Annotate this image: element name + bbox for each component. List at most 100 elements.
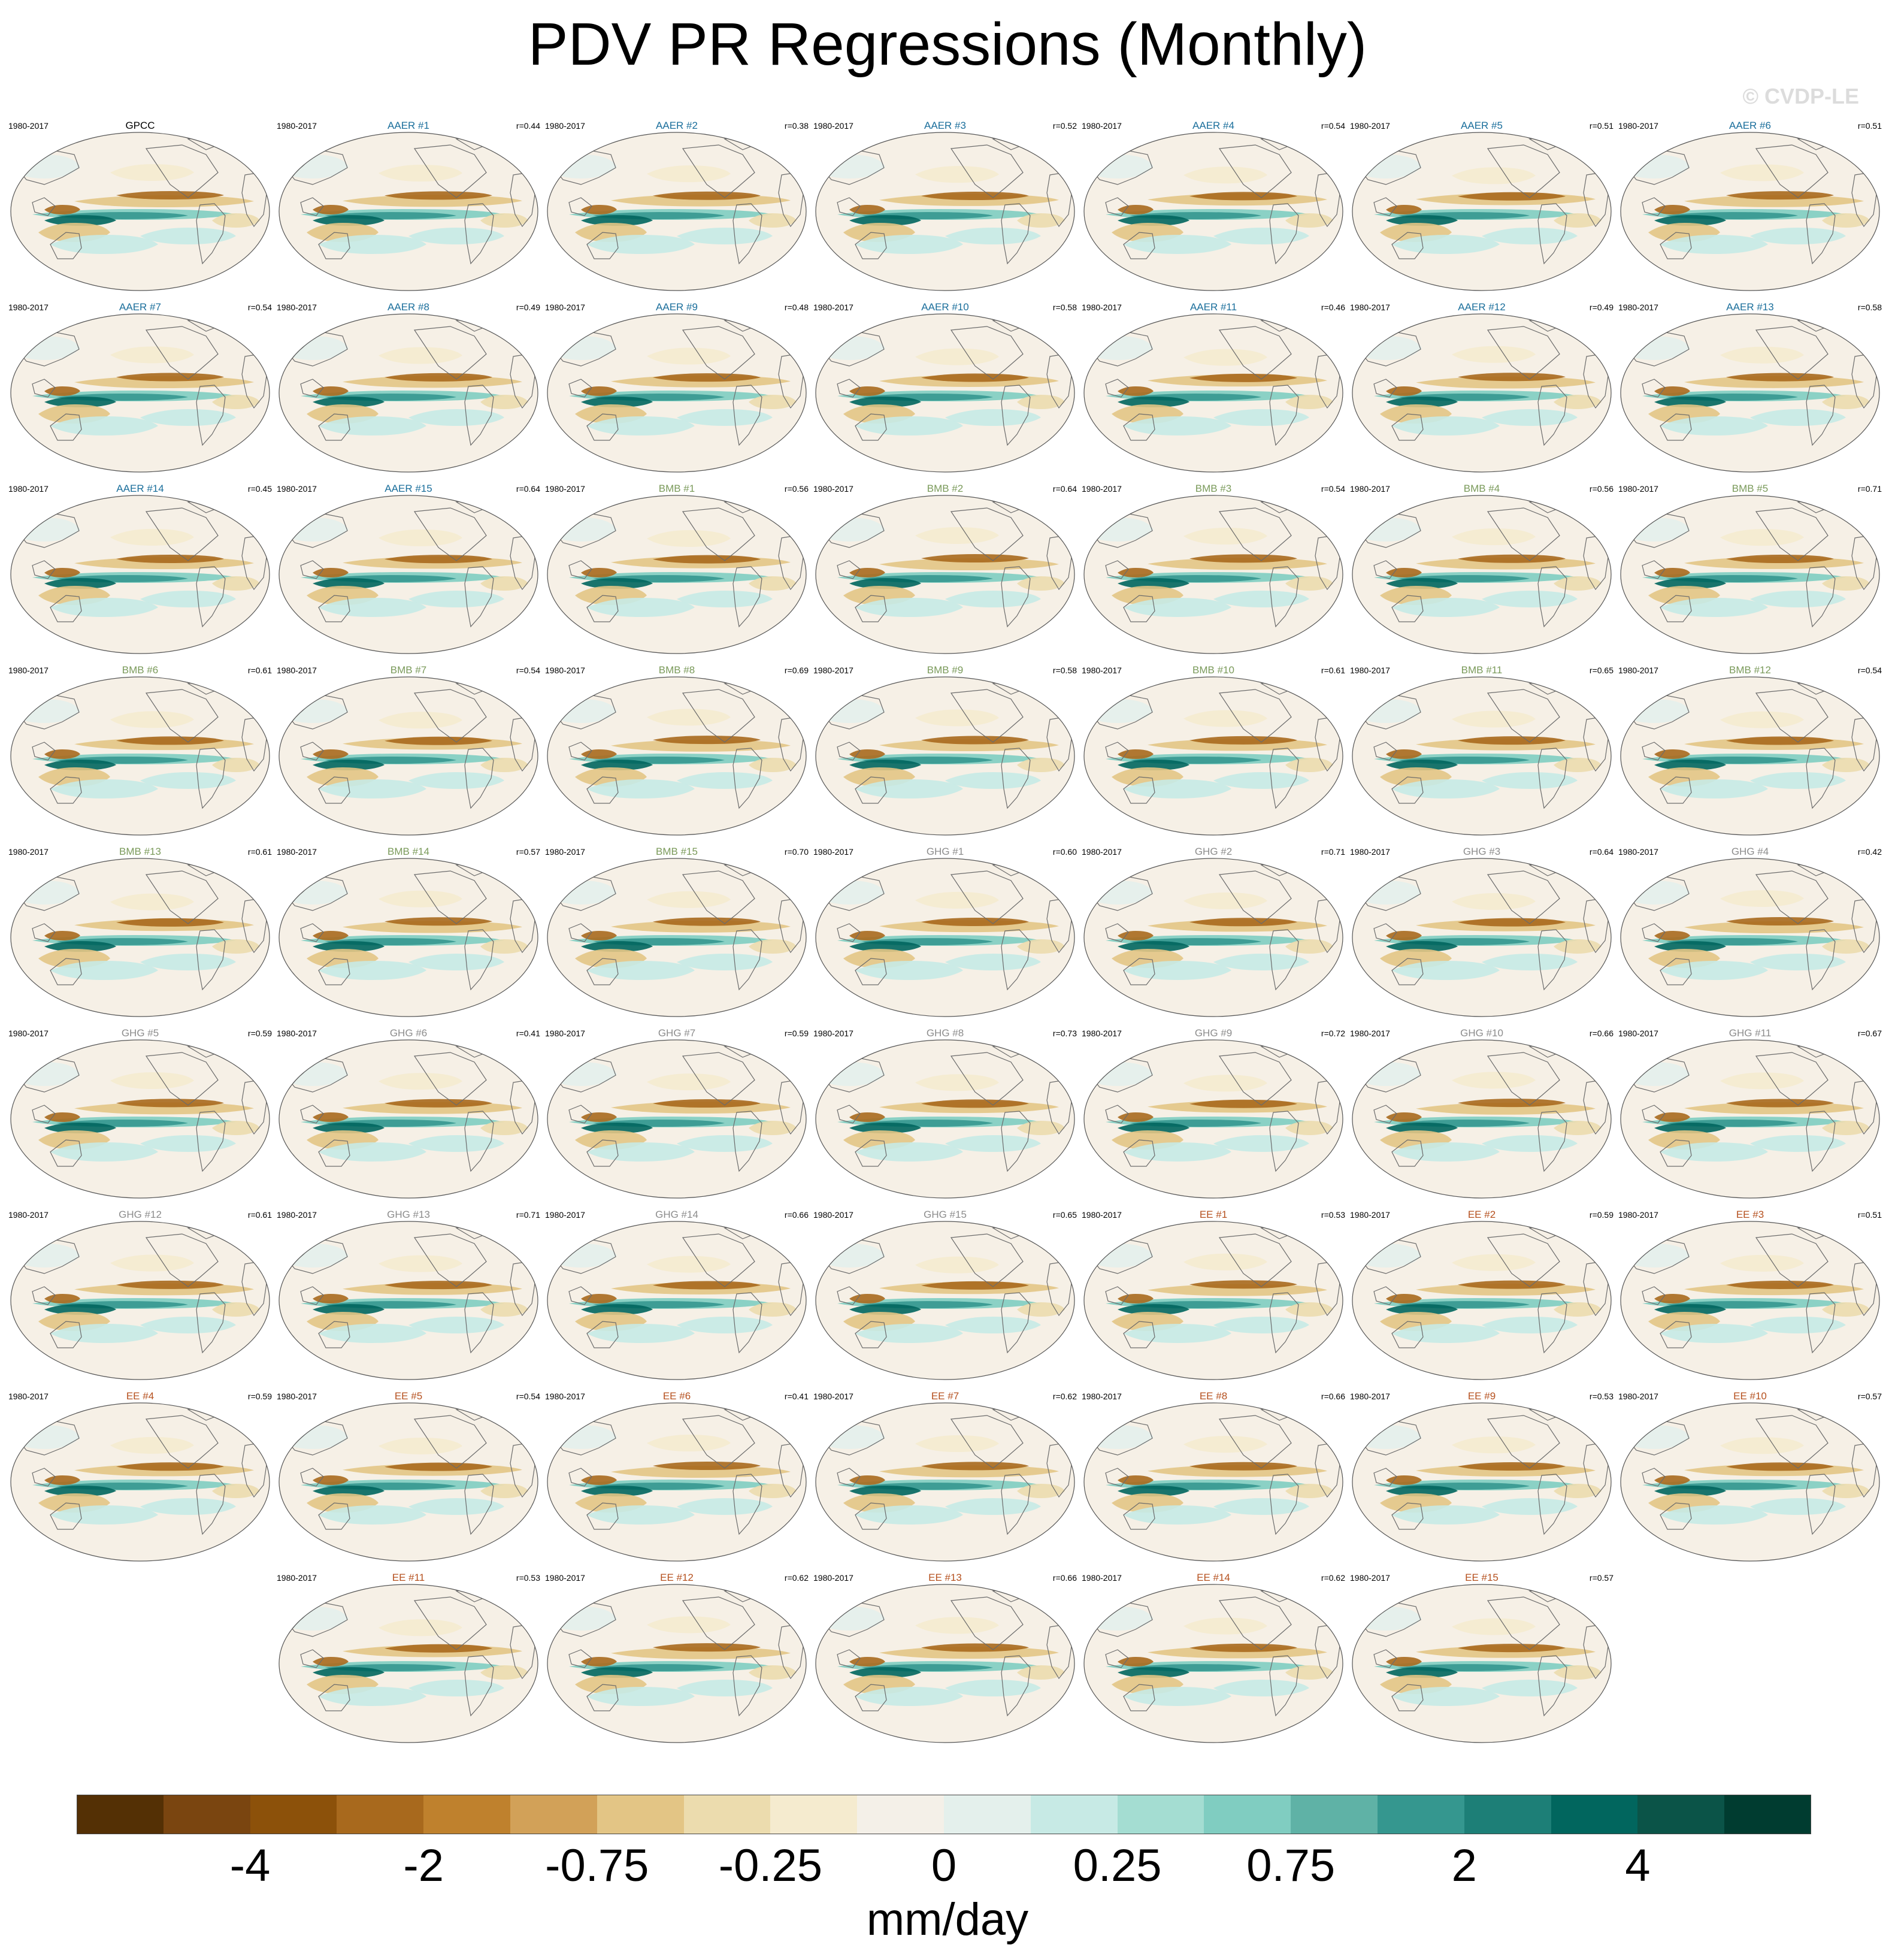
precip-anomaly-region xyxy=(1183,1617,1267,1635)
map-border xyxy=(279,1584,538,1743)
map-panel: 1980-2017 AAER #7 r=0.54 xyxy=(8,302,272,482)
precip-anomaly-region xyxy=(915,1435,999,1453)
precip-anomaly-region xyxy=(587,961,695,980)
precip-anomaly-region xyxy=(849,931,885,940)
colorbar-cell xyxy=(1464,1795,1552,1834)
regression-map xyxy=(1083,676,1343,836)
coastline xyxy=(1001,566,1031,628)
precip-anomaly-region xyxy=(647,530,731,547)
coastline xyxy=(586,776,619,804)
precip-anomaly-region xyxy=(849,397,921,407)
coastline xyxy=(32,560,56,579)
precip-anomaly-region xyxy=(408,1135,504,1152)
regression-map xyxy=(279,676,538,836)
coastline xyxy=(1373,1468,1397,1487)
precip-anomaly-region xyxy=(110,711,194,728)
coastline xyxy=(586,595,619,622)
map-border xyxy=(547,858,807,1017)
coastline xyxy=(1123,1684,1155,1711)
precip-anomaly-region xyxy=(1726,555,1834,564)
coastline xyxy=(950,144,1024,198)
coastline xyxy=(1123,595,1155,622)
map-panel: 1980-2017 EE #4 r=0.59 xyxy=(8,1391,272,1571)
panel-period-label: 1980-2017 xyxy=(8,303,49,312)
precip-anomaly-region xyxy=(1386,568,1422,577)
map-panel: 1980-2017 BMB #11 r=0.65 xyxy=(1350,665,1614,845)
precip-anomaly-region xyxy=(385,191,492,200)
precip-anomaly-region xyxy=(1386,760,1458,770)
precip-anomaly-region xyxy=(116,736,224,745)
precip-anomaly-region xyxy=(1452,167,1536,184)
precip-anomaly-region xyxy=(1654,205,1690,214)
panel-title: EE #12 xyxy=(660,1572,694,1583)
map-border xyxy=(1083,313,1343,473)
precip-anomaly-region xyxy=(1124,598,1231,617)
panel-period-label: 1980-2017 xyxy=(1082,1029,1122,1038)
map-border xyxy=(815,1221,1075,1380)
panel-pattern-correlation: r=0.71 xyxy=(1857,484,1882,494)
panel-period-label: 1980-2017 xyxy=(813,121,853,131)
panel-pattern-correlation: r=0.58 xyxy=(1052,303,1077,312)
colorbar-tick-label: 0 xyxy=(931,1840,957,1891)
coastline xyxy=(855,1139,887,1167)
precip-anomaly-region xyxy=(116,554,224,563)
coastline xyxy=(1218,326,1292,380)
precip-anomaly-region xyxy=(116,191,224,199)
precip-anomaly-region xyxy=(140,1135,236,1152)
map-panel: 1980-2017 EE #2 r=0.59 xyxy=(1350,1209,1614,1390)
precip-anomaly-region xyxy=(1386,215,1458,226)
panel-title: BMB #13 xyxy=(119,846,161,857)
precip-anomaly-region xyxy=(945,772,1041,789)
precip-anomaly-region xyxy=(1213,591,1309,607)
precip-anomaly-region xyxy=(50,235,158,254)
panel-pattern-correlation: r=0.49 xyxy=(1589,303,1614,312)
coastline xyxy=(682,1415,755,1469)
coastline xyxy=(950,1415,1024,1469)
panel-period-label: 1980-2017 xyxy=(545,1029,585,1038)
precip-anomaly-region xyxy=(855,1687,963,1706)
panel-period-label: 1980-2017 xyxy=(1618,303,1658,312)
regression-map xyxy=(1083,858,1343,1017)
precip-anomaly-region xyxy=(110,893,194,911)
precip-anomaly-region xyxy=(849,578,921,589)
coastline xyxy=(32,1105,56,1124)
precip-anomaly-region xyxy=(1720,890,1804,907)
precip-anomaly-region xyxy=(1726,917,1834,925)
map-border xyxy=(1083,676,1343,836)
map-border xyxy=(1083,1039,1343,1199)
map-border xyxy=(1083,1402,1343,1562)
regression-map xyxy=(10,313,270,473)
coastline xyxy=(464,748,494,809)
map-border xyxy=(1352,1584,1612,1743)
map-panel: 1980-2017 GHG #11 r=0.67 xyxy=(1618,1028,1882,1208)
watermark: © CVDP-LE xyxy=(1742,84,1859,108)
precip-anomaly-region xyxy=(1458,1280,1566,1289)
precip-anomaly-region xyxy=(379,712,462,729)
precip-anomaly-region xyxy=(313,1657,349,1666)
coastline xyxy=(1105,1286,1129,1305)
coastline xyxy=(1642,923,1666,942)
map-panel: 1980-2017 EE #9 r=0.53 xyxy=(1350,1391,1614,1571)
coastline xyxy=(586,1502,619,1530)
precip-anomaly-region xyxy=(1482,772,1578,789)
coastline xyxy=(568,923,592,942)
coastline xyxy=(1391,776,1424,804)
precip-anomaly-region xyxy=(1124,235,1231,254)
coastline xyxy=(32,742,56,761)
map-border xyxy=(10,1221,270,1380)
coastline xyxy=(1373,1105,1397,1124)
map-border xyxy=(1620,676,1880,836)
coastline xyxy=(1642,379,1666,398)
panel-period-label: 1980-2017 xyxy=(277,1573,317,1583)
precip-anomaly-region xyxy=(110,164,194,181)
panel-pattern-correlation: r=0.54 xyxy=(516,666,540,675)
regression-map xyxy=(279,858,538,1017)
map-border xyxy=(1620,1039,1880,1199)
map-border xyxy=(815,1584,1075,1743)
panel-pattern-correlation: r=0.49 xyxy=(516,303,540,312)
precip-anomaly-region xyxy=(1189,1462,1297,1471)
precip-anomaly-region xyxy=(44,1486,116,1496)
coastline xyxy=(732,203,762,265)
coastline xyxy=(300,1105,324,1124)
coastline xyxy=(464,203,494,265)
